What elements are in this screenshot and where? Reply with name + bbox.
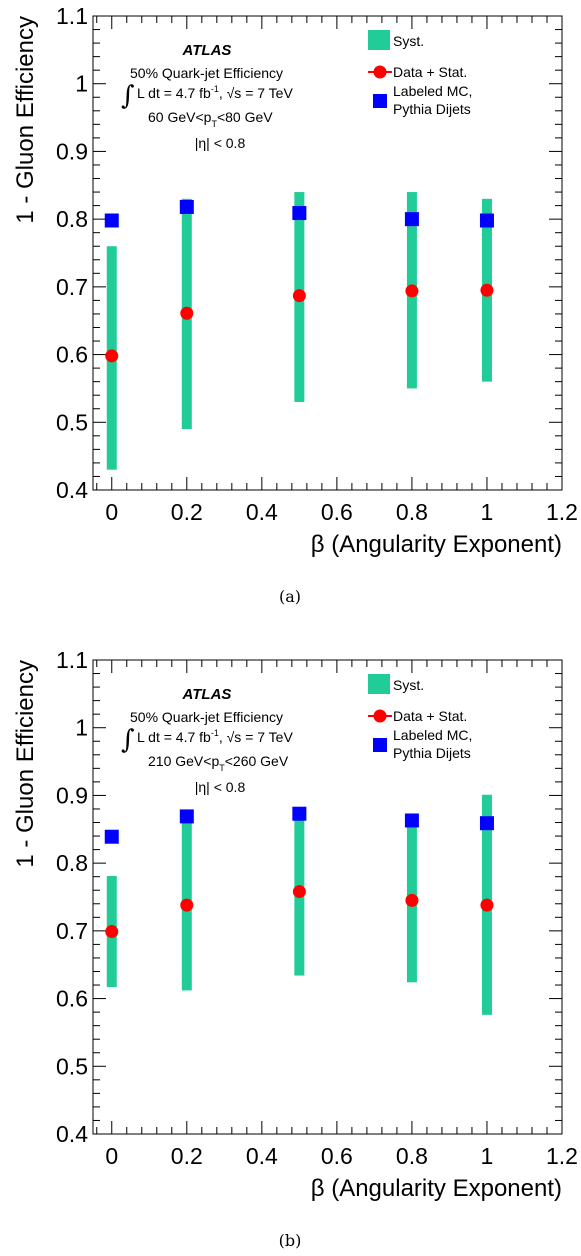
legend-mc-label-2: Pythia Dijets	[393, 101, 471, 117]
legend-data-swatch	[373, 709, 387, 723]
atlas-label: ATLAS	[182, 42, 232, 59]
data-point	[480, 283, 494, 297]
mc-point	[104, 213, 119, 228]
mc-point	[179, 199, 194, 214]
data-point	[480, 898, 494, 912]
luminosity-label: L dt = 4.7 fb-1, √s = 7 TeV	[137, 84, 293, 101]
legend-mc-swatch	[373, 94, 387, 108]
mc-point	[292, 206, 307, 221]
x-axis-title: β (Angularity Exponent)	[311, 531, 562, 558]
y-tick-label: 1	[75, 71, 88, 97]
x-tick-label: 0.2	[171, 499, 203, 525]
data-point	[105, 925, 119, 939]
plot-frame	[92, 659, 563, 1135]
data-point	[405, 893, 419, 907]
pt-range-label: 210 GeV<pT<260 GeV	[148, 753, 289, 773]
data-point	[180, 306, 194, 320]
info-block: ATLAS 50% Quark-jet Efficiency∫ L dt = 4.7…	[121, 686, 293, 795]
legend-syst-label: Syst.	[393, 33, 424, 49]
legend-mc-label-2: Pythia Dijets	[393, 745, 471, 761]
y-tick-label: 0.5	[56, 409, 88, 435]
x-tick-label: 1.2	[546, 499, 578, 525]
x-tick-label: 0.6	[321, 499, 353, 525]
legend-mc-swatch	[373, 738, 387, 752]
eta-label: |η| < 0.8	[195, 135, 246, 151]
legend-data-label: Data + Stat.	[393, 64, 467, 80]
integral-icon: ∫	[121, 725, 135, 755]
legend-data-label: Data + Stat.	[393, 708, 467, 724]
legend-syst-label: Syst.	[393, 677, 424, 693]
mc-point	[179, 809, 194, 824]
y-tick-label: 0.5	[56, 1053, 88, 1079]
legend: Syst. Data + Stat. Labeled MC, Pythia Dijet…	[368, 30, 472, 117]
x-tick-label: 0.6	[321, 1143, 353, 1169]
mc-point	[479, 816, 494, 831]
y-tick-label: 0.7	[56, 918, 88, 944]
y-tick-label: 0.6	[56, 986, 88, 1012]
y-tick-label: 0.9	[56, 782, 88, 808]
legend-data-swatch	[373, 65, 387, 79]
y-tick-label: 0.4	[56, 1121, 88, 1147]
data-point	[405, 284, 419, 298]
figure-caption: (a)	[279, 587, 301, 606]
y-tick-label: 0.8	[56, 850, 88, 876]
y-tick-label: 0.4	[56, 477, 88, 503]
x-tick-label: 0.2	[171, 1143, 203, 1169]
chart-panel-b: 0 0.2 0.4 0.6 0.8 1 1.2 0.4 0.5 0.6 0.7 0.8 0.9 1 1.1 β…	[12, 647, 578, 1250]
mc-point	[292, 806, 307, 821]
y-tick-label: 1.1	[56, 3, 88, 29]
x-tick-label: 0	[105, 1143, 118, 1169]
x-tick-label: 0	[105, 499, 118, 525]
x-tick-label: 1.2	[546, 1143, 578, 1169]
y-axis-title: 1 - Gluon Efficiency	[12, 660, 39, 868]
data-point	[292, 289, 306, 303]
chart-panel-a: 0 0.2 0.4 0.6 0.8 1 1.2 0.4 0.5 0.6 0.7 0.8 0.9 1 1.1 β…	[12, 3, 578, 606]
integral-icon: ∫	[121, 81, 135, 111]
x-tick-label: 1	[481, 499, 494, 525]
mc-point	[404, 212, 419, 227]
atlas-label: ATLAS	[182, 686, 232, 703]
data-point	[292, 885, 306, 899]
efficiency-label: 50% Quark-jet Efficiency	[130, 709, 283, 725]
x-tick-label: 1	[481, 1143, 494, 1169]
x-axis-title: β (Angularity Exponent)	[311, 1175, 562, 1202]
x-tick-label: 0.8	[396, 1143, 428, 1169]
data-point	[180, 898, 194, 912]
mc-point	[404, 813, 419, 828]
efficiency-label: 50% Quark-jet Efficiency	[130, 65, 283, 81]
x-tick-label: 0.4	[246, 1143, 278, 1169]
legend-syst-swatch	[368, 674, 390, 694]
y-tick-label: 1	[75, 715, 88, 741]
y-tick-label: 0.8	[56, 206, 88, 232]
eta-label: |η| < 0.8	[195, 779, 246, 795]
legend-mc-label-1: Labeled MC,	[393, 83, 472, 99]
data-point	[105, 349, 119, 363]
mc-point	[104, 829, 119, 844]
luminosity-label: L dt = 4.7 fb-1, √s = 7 TeV	[137, 728, 293, 745]
pt-range-label: 60 GeV<pT<80 GeV	[148, 109, 273, 129]
figure-caption: (b)	[279, 1231, 302, 1250]
y-axis-title: 1 - Gluon Efficiency	[12, 16, 39, 224]
y-tick-label: 0.7	[56, 274, 88, 300]
y-tick-label: 1.1	[56, 647, 88, 673]
info-block: ATLAS 50% Quark-jet Efficiency∫ L dt = 4.7…	[121, 42, 293, 151]
legend: Syst. Data + Stat. Labeled MC, Pythia Dijet…	[368, 674, 472, 761]
y-tick-label: 0.6	[56, 342, 88, 368]
x-tick-label: 0.8	[396, 499, 428, 525]
y-tick-label: 0.9	[56, 138, 88, 164]
mc-point	[479, 213, 494, 228]
legend-mc-label-1: Labeled MC,	[393, 727, 472, 743]
plot-frame	[92, 15, 563, 491]
x-tick-label: 0.4	[246, 499, 278, 525]
legend-syst-swatch	[368, 30, 390, 50]
